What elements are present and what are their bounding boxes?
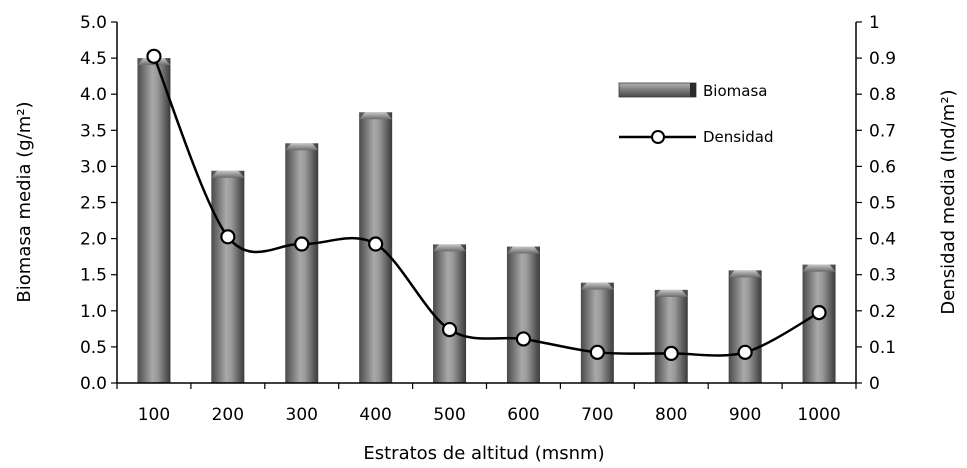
y-left-tick-label: 2.5 (80, 194, 107, 214)
x-tick-label-500: 500 (433, 405, 465, 425)
densidad-point-900 (737, 344, 753, 360)
y-left-tick-label: 0.0 (80, 374, 107, 394)
legend-densidad-label: Densidad (703, 128, 774, 146)
x-tick-label-700: 700 (581, 405, 613, 425)
y-left-tick-label: 3.0 (80, 157, 107, 177)
y-right-tick-label: 1 (869, 13, 880, 33)
x-tick-label-300: 300 (286, 405, 318, 425)
x-tick-label-200: 200 (212, 405, 244, 425)
densidad-point-100 (146, 48, 162, 64)
y-left-tick-label: 1.5 (80, 266, 107, 286)
y-right-tick-label: 0 (869, 374, 880, 394)
densidad-point-1000 (811, 305, 827, 321)
y-right-tick-label: 0.6 (869, 157, 896, 177)
bar-biomasa-200 (211, 170, 245, 383)
bar-biomasa-300 (285, 143, 319, 383)
bar-top-biomasa-200 (211, 170, 245, 178)
y-left-tick-label: 5.0 (80, 13, 107, 33)
legend-biomasa-swatch (618, 82, 697, 98)
y-right-tick-label: 0.9 (869, 49, 896, 69)
bar-biomasa-700 (580, 282, 614, 383)
y-right-tick-label: 0.1 (869, 338, 896, 358)
x-tick-label-400: 400 (359, 405, 391, 425)
bar-top-biomasa-300 (285, 143, 319, 151)
y-right-tick-label: 0.5 (869, 194, 896, 214)
y-axis-left-title: Biomasa media (g/m²) (14, 101, 35, 302)
y-right-tick-label: 0.7 (869, 121, 896, 141)
legend: Biomasa Densidad (618, 82, 774, 146)
bar-biomasa-100 (137, 58, 171, 383)
densidad-point-300 (294, 236, 310, 252)
densidad-point-700 (589, 344, 605, 360)
densidad-line (152, 55, 820, 357)
bar-biomasa-600 (506, 246, 540, 383)
plot-area: 0.0 0.5 1.0 1.5 2.0 2.5 3.0 3.5 4.0 4.5 5.0 0 0.1 0.2… (80, 13, 896, 425)
y-right-tick-label: 0.4 (869, 230, 896, 250)
bar-biomasa-900 (728, 270, 762, 383)
bar-biomasa-1000 (802, 264, 836, 383)
bar-top-biomasa-800 (654, 289, 688, 297)
x-tick-label-1000: 1000 (797, 405, 840, 425)
densidad-point-500 (441, 321, 458, 338)
x-axis-title: Estratos de altitud (msnm) (363, 443, 604, 464)
legend-biomasa-swatch-cap (690, 83, 696, 97)
y-left-tick-label: 4.5 (80, 49, 107, 69)
densidad-point-200 (220, 229, 236, 245)
x-tick-label-100: 100 (138, 405, 170, 425)
y-right-tick-label: 0.2 (869, 302, 896, 322)
y-right-tick-label: 0.3 (869, 266, 896, 286)
bar-biomasa-800 (654, 289, 688, 383)
y-axis-right-title: Densidad media (Ind/m²) (938, 89, 959, 314)
bar-top-biomasa-900 (728, 270, 762, 278)
bar-top-biomasa-500 (433, 244, 467, 252)
bar-top-biomasa-600 (506, 246, 540, 254)
x-tick-label-600: 600 (507, 405, 539, 425)
legend-densidad-marker (651, 130, 665, 144)
bar-top-biomasa-1000 (802, 264, 836, 272)
x-tick-label-800: 800 (655, 405, 687, 425)
bar-top-biomasa-400 (359, 112, 393, 120)
y-left-tick-label: 4.0 (80, 85, 107, 105)
densidad-point-400 (368, 236, 384, 252)
y-left-tick-label: 2.0 (80, 230, 107, 250)
x-tick-label-900: 900 (729, 405, 761, 425)
y-left-tick-label: 0.5 (80, 338, 107, 358)
y-left-tick-label: 1.0 (80, 302, 107, 322)
y-right-tick-label: 0.8 (869, 85, 896, 105)
bar-biomasa-500 (433, 244, 467, 383)
legend-biomasa-label: Biomasa (703, 82, 767, 100)
densidad-point-600 (515, 331, 532, 347)
densidad-point-800 (663, 345, 679, 361)
bar-top-biomasa-700 (580, 282, 614, 290)
y-left-tick-label: 3.5 (80, 121, 107, 141)
